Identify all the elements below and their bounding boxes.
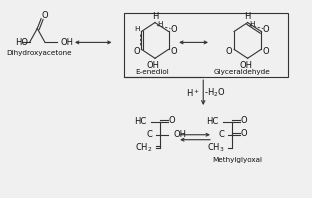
Text: H: H [157, 21, 163, 27]
Text: C: C [146, 130, 152, 139]
Text: OH: OH [173, 130, 186, 139]
Text: O: O [241, 116, 247, 125]
Text: H$^+$: H$^+$ [186, 87, 200, 99]
Text: C: C [219, 130, 224, 139]
Text: O: O [241, 129, 247, 138]
Text: O: O [168, 116, 175, 125]
Text: O: O [263, 47, 269, 56]
Text: O: O [42, 11, 48, 20]
Text: O: O [226, 47, 232, 56]
Text: CH$_2$: CH$_2$ [135, 141, 152, 154]
Text: HO: HO [15, 38, 28, 47]
Text: HC: HC [134, 117, 146, 126]
Text: OH: OH [147, 61, 159, 70]
Text: -H$_2$O: -H$_2$O [204, 87, 226, 99]
Text: O: O [263, 25, 269, 34]
Text: H: H [152, 12, 158, 21]
Text: CH$_3$: CH$_3$ [207, 141, 224, 154]
Text: E-enediol: E-enediol [136, 69, 169, 75]
Text: HC: HC [207, 117, 219, 126]
Text: Glyceraldehyde: Glyceraldehyde [214, 69, 271, 75]
Text: O: O [170, 25, 177, 34]
Text: Dihydroxyacetone: Dihydroxyacetone [6, 50, 72, 56]
Text: O: O [133, 47, 140, 56]
Text: Methylglyoxal: Methylglyoxal [212, 157, 262, 163]
Text: H: H [244, 12, 251, 21]
Text: H: H [134, 27, 139, 32]
Text: OH: OH [61, 38, 73, 47]
Text: O: O [170, 47, 177, 56]
Text: H: H [250, 21, 255, 27]
Text: OH: OH [239, 61, 252, 70]
